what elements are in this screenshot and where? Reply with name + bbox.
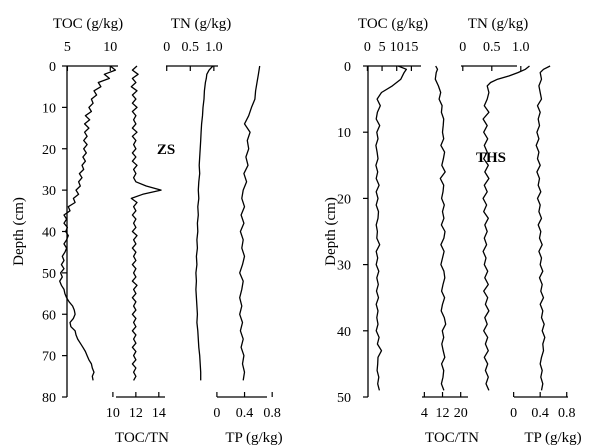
depth-tick-label: 0: [344, 60, 351, 75]
depth-tick-label: 50: [42, 267, 56, 282]
depth-tick-label: 70: [42, 350, 56, 365]
x-tick-label: 0.8: [558, 406, 576, 421]
site-label: ZS: [157, 142, 175, 158]
depth-axis-title: Depth (cm): [11, 197, 27, 266]
x-tick-label: 0: [364, 40, 371, 55]
x-tick-label: 12: [436, 406, 450, 421]
x-tick-label: 1.0: [205, 40, 223, 55]
x-tick-label: 10: [390, 40, 404, 55]
depth-tick-label: 0: [49, 60, 56, 75]
depth-tick-label: 80: [42, 391, 56, 406]
depth-tick-label: 30: [337, 259, 351, 274]
x-tick-label: 10: [106, 406, 120, 421]
x-tick-label: 14: [152, 406, 166, 421]
series-line: [239, 65, 261, 381]
x-tick-label: 0: [510, 406, 517, 421]
x-tick-label: 15: [404, 40, 418, 55]
x-tick-label: 20: [454, 406, 468, 421]
x-tick-label: 0.4: [236, 406, 254, 421]
series-title: TOC (g/kg): [358, 16, 428, 32]
x-tick-label: 1.0: [512, 40, 530, 55]
series-line: [535, 65, 551, 391]
series-line: [482, 65, 530, 391]
depth-tick-label: 40: [42, 226, 56, 241]
series-line: [375, 65, 408, 391]
series-line: [195, 65, 214, 381]
x-tick-label: 0: [459, 40, 466, 55]
depth-tick-label: 20: [337, 192, 351, 207]
x-tick-label: 4: [421, 406, 428, 421]
depth-tick-label: 60: [42, 308, 56, 323]
x-tick-label: 0: [163, 40, 170, 55]
series-line: [59, 65, 117, 381]
x-tick-label: 12: [129, 406, 143, 421]
series-title: TP (g/kg): [225, 430, 282, 445]
series-title: TN (g/kg): [468, 16, 528, 32]
x-tick-label: 0.4: [531, 406, 549, 421]
depth-axis-title: Depth (cm): [323, 197, 339, 266]
x-tick-label: 5: [64, 40, 71, 55]
depth-tick-label: 10: [337, 126, 351, 141]
series-line: [130, 65, 162, 381]
x-tick-label: 5: [379, 40, 386, 55]
series-title: TOC (g/kg): [53, 16, 123, 32]
depth-tick-label: 40: [337, 325, 351, 340]
x-tick-label: 0: [213, 406, 220, 421]
x-tick-label: 0.8: [263, 406, 281, 421]
depth-tick-label: 30: [42, 184, 56, 199]
series-line: [434, 65, 447, 391]
depth-tick-label: 20: [42, 143, 56, 158]
x-tick-label: 10: [103, 40, 117, 55]
series-title: TN (g/kg): [171, 16, 231, 32]
x-tick-label: 0.5: [182, 40, 200, 55]
series-title: TP (g/kg): [524, 430, 581, 445]
series-title: TOC/TN: [115, 430, 169, 445]
series-title: TOC/TN: [425, 430, 479, 445]
depth-tick-label: 50: [337, 391, 351, 406]
depth-tick-label: 10: [42, 101, 56, 116]
x-tick-label: 0.5: [483, 40, 501, 55]
site-label: THS: [476, 150, 506, 166]
